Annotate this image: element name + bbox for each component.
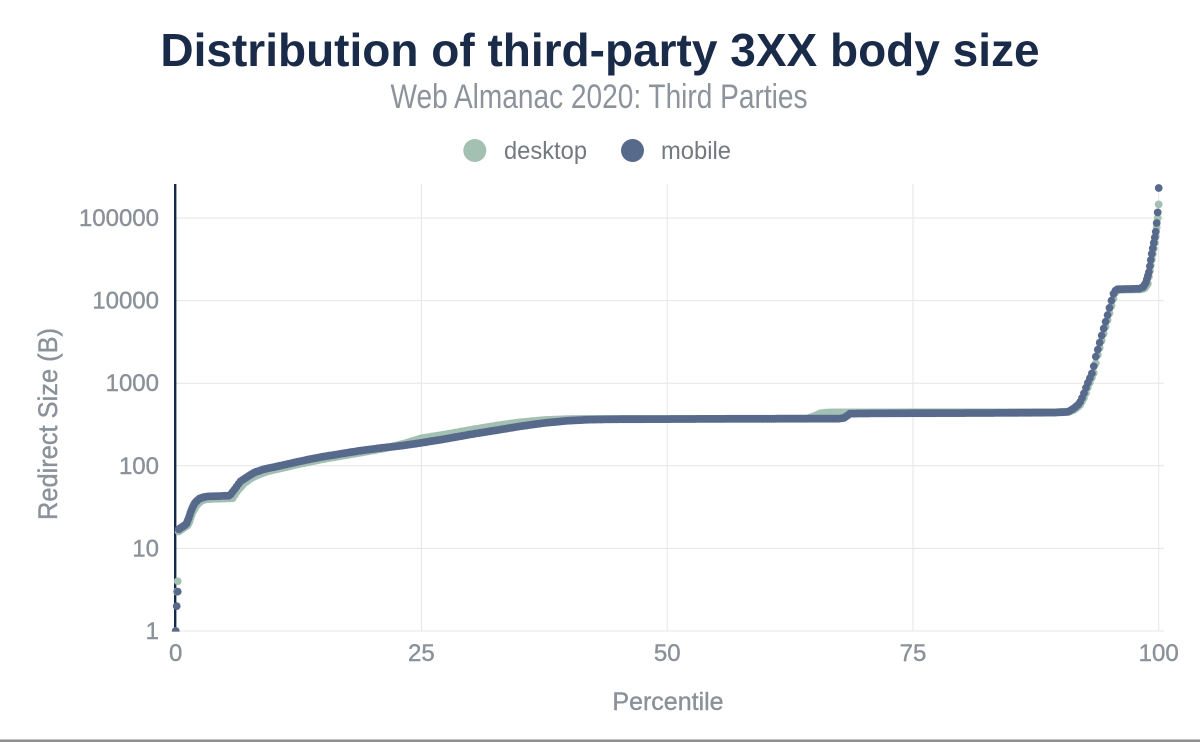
svg-text:Web Almanac 2020: Third Partie: Web Almanac 2020: Third Parties	[391, 78, 808, 116]
svg-text:25: 25	[408, 640, 435, 667]
svg-text:1000: 1000	[106, 370, 159, 397]
svg-text:0: 0	[169, 640, 182, 667]
svg-text:Redirect Size (B): Redirect Size (B)	[33, 328, 63, 520]
svg-text:10000: 10000	[92, 288, 159, 315]
svg-text:mobile: mobile	[661, 137, 731, 165]
svg-text:100000: 100000	[79, 205, 159, 232]
svg-text:50: 50	[654, 640, 681, 667]
svg-text:Distribution of third-party 3X: Distribution of third-party 3XX body siz…	[160, 24, 1039, 76]
svg-text:100: 100	[119, 453, 159, 480]
svg-text:10: 10	[132, 535, 159, 562]
svg-text:100: 100	[1139, 640, 1179, 667]
svg-text:desktop: desktop	[504, 137, 587, 165]
svg-text:Percentile: Percentile	[612, 688, 723, 716]
svg-text:75: 75	[900, 640, 927, 667]
svg-text:1: 1	[146, 618, 159, 645]
